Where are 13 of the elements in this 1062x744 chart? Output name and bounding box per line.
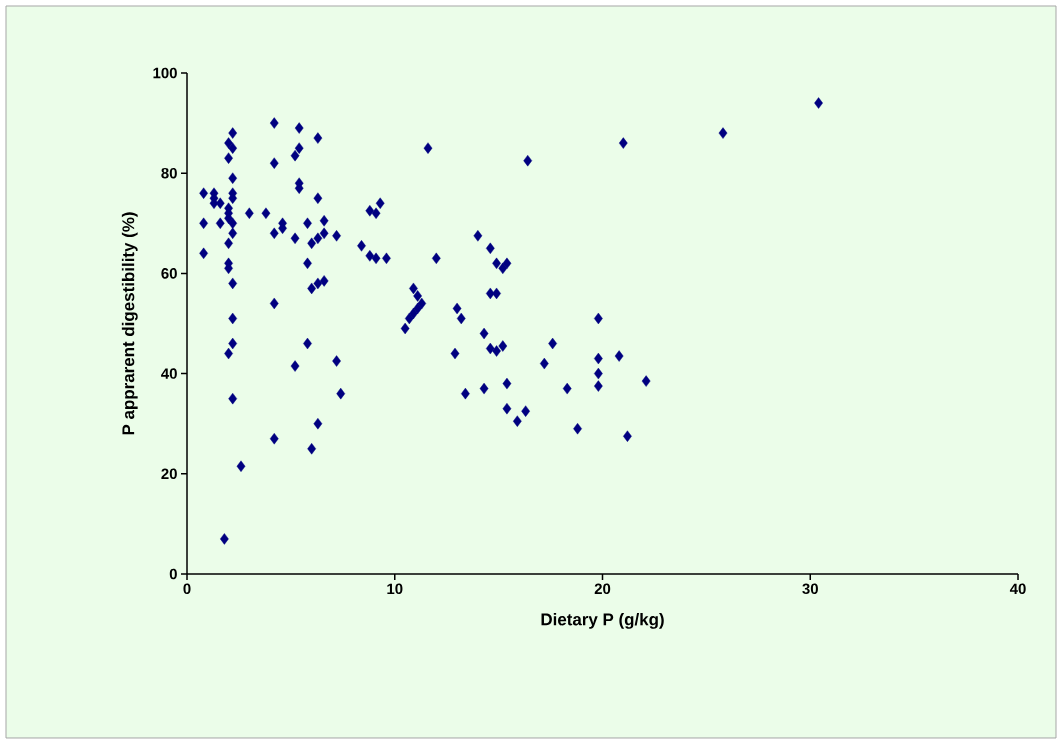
y-tick-label: 20 [161, 468, 177, 480]
x-tick-label: 10 [387, 583, 403, 595]
x-tick-label: 20 [594, 583, 611, 595]
y-axis-title: P apprarent digestibility (%) [121, 212, 138, 435]
x-tick-label: 40 [1009, 583, 1026, 595]
y-tick-label: 80 [161, 167, 177, 179]
y-tick-label: 0 [169, 568, 177, 580]
x-axis-title: Dietary P (g/kg) [541, 612, 664, 629]
x-tick-label: 30 [802, 583, 818, 595]
y-tick-label: 40 [161, 368, 177, 379]
x-tick-label: 0 [183, 583, 191, 595]
y-tick-label: 100 [153, 67, 177, 79]
y-tick-label: 60 [161, 268, 177, 279]
